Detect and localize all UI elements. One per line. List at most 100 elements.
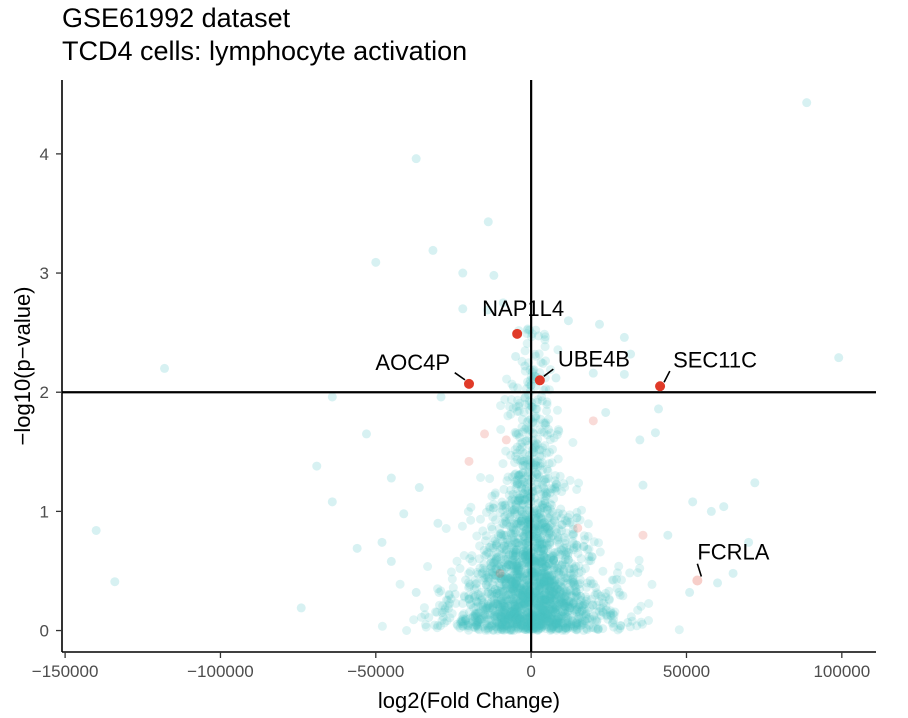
gene-point [502, 613, 512, 622]
gene-point [546, 527, 556, 537]
gene-point [488, 580, 498, 590]
gene-point [560, 599, 570, 608]
gene-point [495, 508, 505, 518]
gene-point [536, 459, 545, 469]
gene-point [500, 608, 510, 618]
gene-point [509, 625, 519, 635]
gene-point [508, 584, 518, 594]
gene-point [559, 479, 569, 489]
gene-point [537, 616, 547, 626]
gene-point [497, 543, 507, 553]
gene-point [561, 550, 571, 560]
gene-point [560, 609, 570, 619]
gene-point [485, 602, 494, 612]
gene-point [515, 610, 525, 620]
gene-point [534, 624, 544, 634]
gene-point [563, 601, 572, 611]
gene-point [543, 473, 553, 483]
gene-point [554, 589, 564, 599]
gene-point [439, 607, 449, 617]
gene-point [633, 605, 643, 615]
gene-point [544, 601, 554, 611]
gene-point [541, 595, 551, 605]
gene-point [572, 507, 582, 517]
gene-point [498, 574, 508, 583]
gene-point [561, 528, 571, 538]
gene-point [482, 567, 492, 577]
gene-point [542, 474, 551, 484]
gene-point [549, 555, 559, 565]
gene-point [563, 607, 573, 617]
gene-point [563, 316, 573, 326]
gene-point [577, 505, 586, 515]
gene-point [501, 620, 510, 630]
gene-point [567, 559, 576, 569]
gene-point [532, 472, 542, 482]
gene-point [502, 535, 512, 545]
gene-point [519, 595, 529, 605]
gene-point [515, 613, 525, 623]
gene-point [592, 615, 602, 625]
gene-point [468, 590, 478, 600]
gene-point [481, 570, 491, 580]
gene-point [503, 600, 513, 610]
gene-point [494, 524, 504, 533]
gene-point [502, 614, 512, 624]
gene-point [507, 601, 517, 611]
gene-point [535, 537, 545, 547]
gene-point [534, 618, 544, 628]
gene-point [511, 578, 521, 588]
gene-point [554, 539, 564, 549]
gene-point [544, 604, 554, 613]
gene-point [539, 567, 549, 577]
gene-point [495, 620, 505, 630]
gene-point [541, 491, 551, 501]
gene-point [517, 596, 527, 606]
gene-point [488, 587, 498, 597]
gene-point [512, 618, 522, 628]
gene-point [534, 614, 544, 624]
gene-point [545, 572, 555, 582]
gene-point [539, 596, 549, 606]
gene-point [504, 550, 514, 560]
gene-point [472, 567, 482, 577]
gene-point [536, 612, 546, 622]
gene-point [520, 518, 530, 528]
gene-point [485, 616, 495, 625]
gene-point [542, 610, 552, 619]
gene-point [545, 521, 555, 531]
gene-point [521, 515, 531, 525]
gene-point [522, 525, 532, 535]
gene-point [572, 540, 582, 550]
gene-point [518, 467, 528, 477]
gene-point [495, 568, 505, 578]
gene-point [489, 270, 499, 280]
gene-point [460, 592, 469, 602]
gene-point [517, 514, 527, 524]
gene-point [601, 592, 611, 602]
gene-point [517, 612, 527, 621]
gene-point [554, 616, 564, 626]
gene-point [517, 581, 526, 590]
gene-point [513, 590, 523, 600]
gene-point [512, 618, 522, 628]
gene-point [549, 593, 559, 603]
gene-point [513, 516, 523, 526]
gene-point [512, 569, 522, 579]
gene-point [539, 544, 549, 554]
gene-point [498, 617, 508, 627]
label-leader-line [543, 368, 554, 377]
gene-point [577, 606, 587, 615]
gene-point [541, 561, 551, 571]
gene-point [537, 539, 547, 549]
gene-point [492, 591, 502, 601]
gene-point [537, 544, 546, 554]
gene-point [473, 622, 483, 632]
gene-point [518, 599, 528, 609]
gene-point [543, 596, 553, 606]
gene-point [500, 615, 510, 625]
gene-point [533, 617, 543, 627]
gene-point [538, 518, 548, 528]
gene-point [589, 537, 599, 547]
gene-point [448, 583, 458, 593]
